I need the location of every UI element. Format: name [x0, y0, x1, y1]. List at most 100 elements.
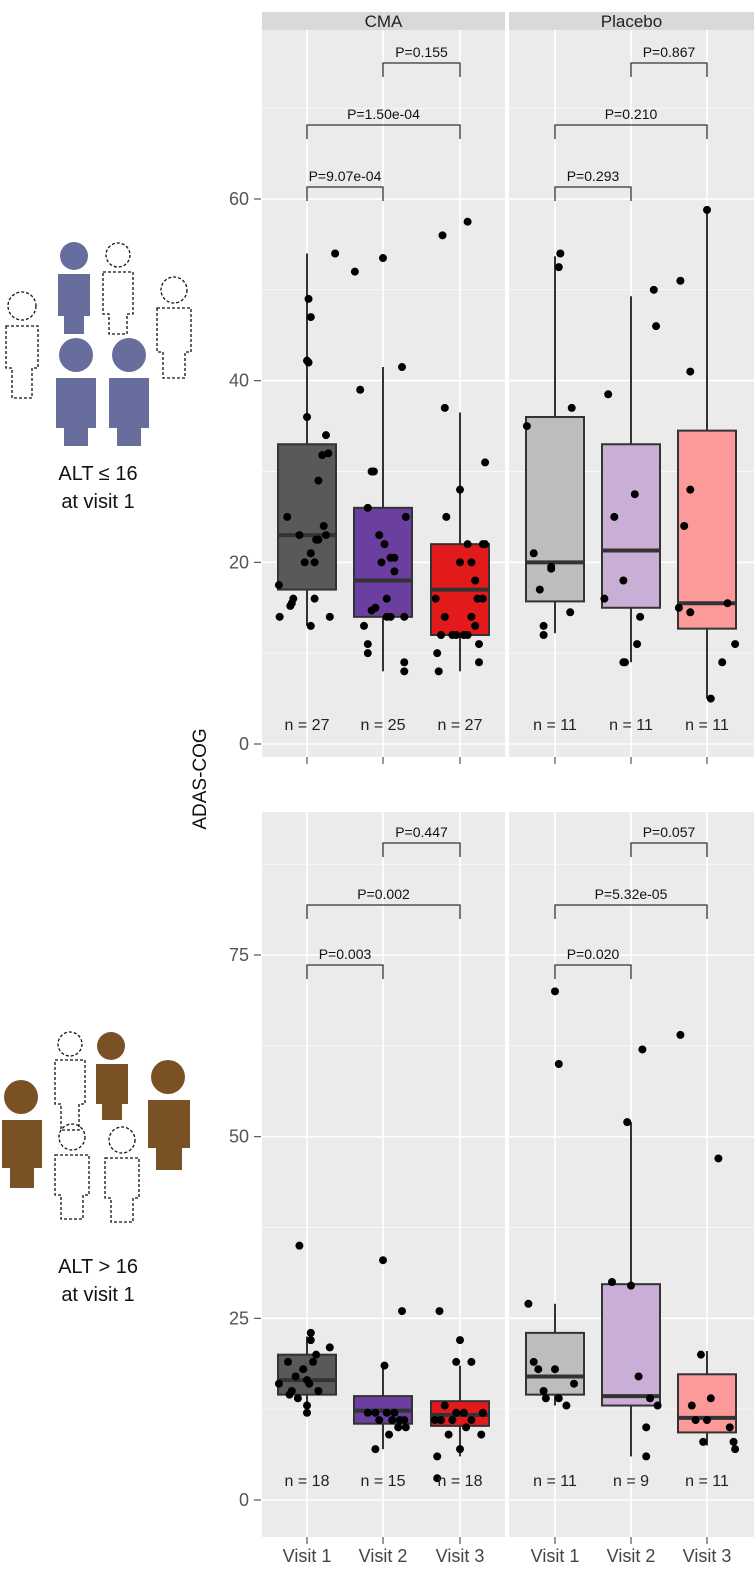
data-point: [309, 1357, 318, 1366]
box-visit-1: n = 27: [274, 249, 340, 764]
person-outline-icon: [5, 291, 39, 399]
bracket-line: [630, 842, 708, 857]
n-label: n = 27: [438, 717, 483, 734]
data-point: [284, 1357, 292, 1366]
data-point: [478, 594, 487, 603]
data-point: [318, 451, 327, 460]
data-point: [400, 667, 409, 676]
data-point: [541, 1394, 550, 1403]
person-icon: [148, 1060, 190, 1170]
box-visit-3: n = 11 Visit 3: [676, 1030, 740, 1566]
bracket-line: [306, 124, 461, 139]
data-point: [303, 413, 311, 421]
person-icon: [56, 338, 96, 446]
p-value-label: P=0.155: [395, 44, 448, 60]
n-label: n = 27: [285, 717, 330, 734]
box-visit-2: n = 11: [600, 285, 661, 764]
n-label: n = 11: [685, 717, 729, 734]
data-point: [433, 1474, 442, 1483]
n-label: n = 15: [361, 1473, 406, 1490]
n-label: n = 9: [613, 1473, 649, 1490]
data-point: [691, 1416, 700, 1425]
data-point: [634, 1372, 643, 1381]
data-point: [687, 1401, 696, 1410]
data-point: [440, 403, 449, 412]
data-point: [534, 1365, 543, 1374]
bracket-line: [554, 124, 708, 139]
data-point: [714, 1154, 723, 1163]
data-point: [369, 467, 378, 476]
comparison-bracket: P=0.020: [554, 946, 632, 979]
data-point: [306, 621, 315, 630]
data-point: [303, 356, 311, 365]
data-point: [440, 1401, 449, 1410]
comparison-bracket: P=5.32e-05: [554, 886, 708, 919]
data-point: [319, 522, 328, 530]
data-point: [529, 1357, 538, 1366]
data-point: [437, 1416, 445, 1425]
data-point: [539, 1387, 548, 1395]
data-point: [283, 512, 292, 521]
data-point: [306, 1336, 315, 1345]
comparison-bracket: P=0.293: [554, 168, 632, 201]
data-point: [291, 1372, 300, 1381]
x-tick-label: Visit 3: [436, 1546, 485, 1566]
data-point: [303, 1401, 311, 1410]
data-point: [380, 1361, 389, 1370]
person-icon: [109, 338, 149, 446]
data-point: [380, 540, 389, 549]
data-point: [394, 1423, 403, 1432]
data-point: [438, 231, 447, 240]
data-point: [275, 612, 284, 621]
box-visit-2: n = 9 Visit 2: [601, 1045, 662, 1566]
data-point: [630, 490, 639, 499]
data-point: [379, 1256, 387, 1265]
data-point: [435, 1307, 444, 1316]
data-point: [554, 1060, 563, 1068]
data-point: [434, 667, 443, 676]
data-point: [676, 276, 685, 285]
data-point: [456, 1445, 464, 1454]
data-point: [619, 576, 628, 585]
p-value-label: P=0.003: [319, 946, 372, 962]
data-point: [604, 390, 613, 399]
comparison-bracket: P=0.002: [306, 886, 461, 919]
data-point: [306, 1328, 315, 1337]
data-point: [274, 1379, 283, 1388]
data-point: [463, 631, 472, 639]
data-point: [382, 1408, 391, 1417]
person-outline-icon: [104, 1126, 140, 1223]
data-point: [456, 1336, 464, 1345]
y-tick-label: 60: [229, 189, 249, 209]
data-point: [477, 1430, 486, 1439]
data-point: [638, 1045, 647, 1054]
data-point: [459, 1408, 468, 1417]
data-point: [696, 1350, 705, 1359]
data-point: [623, 1118, 632, 1127]
person-outline-icon: [54, 1123, 90, 1220]
comparison-bracket: P=1.50e-04: [306, 106, 461, 139]
data-point: [360, 621, 368, 630]
p-value-label: P=9.07e-04: [309, 168, 382, 184]
data-point: [633, 640, 642, 649]
data-point: [400, 1416, 409, 1425]
patient-group-icon-high-alt: [2, 1031, 190, 1223]
data-point: [310, 558, 319, 567]
data-point: [522, 422, 531, 431]
person-icon: [2, 1080, 42, 1188]
facet-panel-cma: CMA n = 27 n = 25 n = 27 P=9.07e-04 P=1.50e-0…: [262, 12, 505, 764]
data-point: [463, 540, 472, 549]
p-value-label: P=0.057: [643, 824, 696, 840]
n-label: n = 11: [533, 717, 577, 734]
data-point: [539, 631, 548, 639]
data-point: [375, 1416, 384, 1425]
data-point: [398, 363, 406, 372]
data-point: [303, 1376, 311, 1385]
data-point: [400, 658, 409, 667]
data-point: [371, 1445, 380, 1454]
data-point: [610, 512, 619, 521]
data-point: [463, 217, 472, 226]
patient-group-icon-low-alt: [5, 242, 192, 446]
bracket-line: [554, 186, 632, 201]
